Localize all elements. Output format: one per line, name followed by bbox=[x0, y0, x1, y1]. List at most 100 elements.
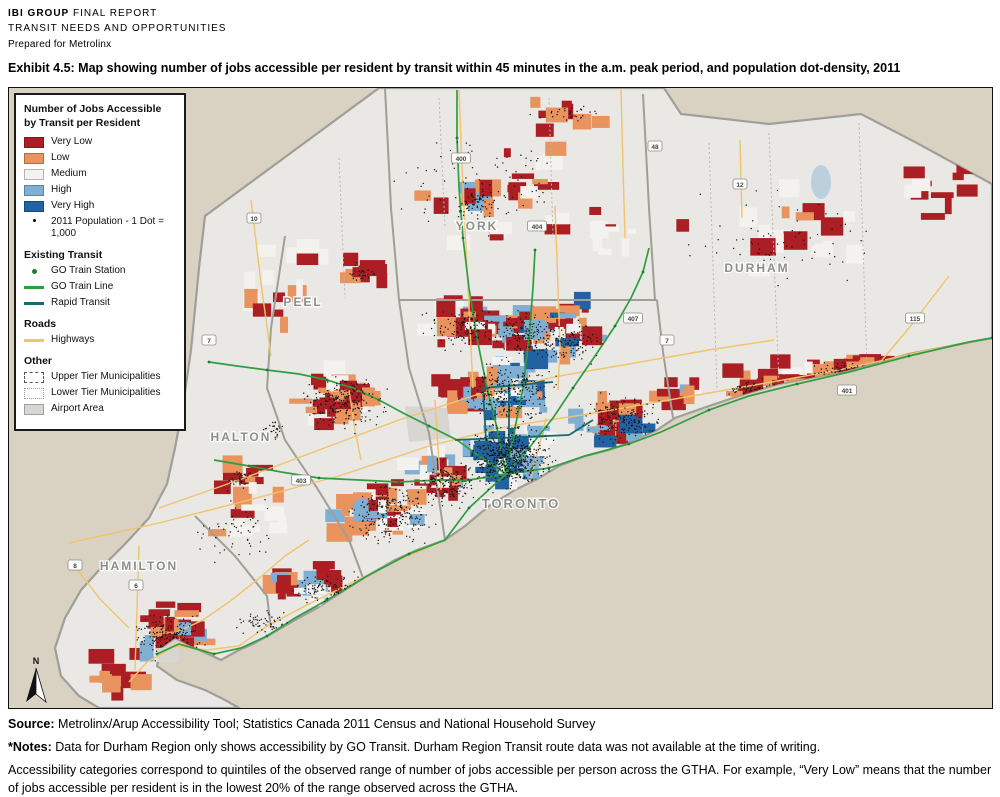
legend-item-very-low: Very Low bbox=[24, 136, 176, 148]
region-label: PEEL bbox=[283, 295, 322, 309]
exhibit-title: Exhibit 4.5: Map showing number of jobs … bbox=[8, 61, 901, 75]
highway-shield bbox=[246, 212, 262, 224]
region-labels: PEEL YORK DURHAM HALTON TORONTO HAMILTON bbox=[99, 218, 789, 575]
highway-shield bbox=[527, 220, 547, 232]
legend-item-high: High bbox=[24, 184, 176, 196]
legend-item-go-station: GO Train Station bbox=[24, 265, 176, 277]
notes-line: *Notes: Data for Durham Region only show… bbox=[8, 738, 992, 756]
legend-label: GO Train Line bbox=[51, 281, 114, 293]
legend-item-lower-tier: Lower Tier Municipalities bbox=[24, 387, 176, 399]
very-low-swatch bbox=[24, 136, 44, 148]
highway-shield bbox=[291, 474, 311, 486]
notes-text: Data for Durham Region only shows access… bbox=[55, 740, 821, 755]
low-swatch bbox=[24, 152, 44, 164]
legend-item-population-dot: 2011 Population - 1 Dot = 1,000 bbox=[24, 216, 176, 240]
highway-shield-number: 115 bbox=[910, 316, 921, 323]
legend-label: High bbox=[51, 184, 72, 196]
region-label: HALTON bbox=[211, 430, 272, 444]
legend-label: Very High bbox=[51, 200, 95, 212]
highway-shield-number: 403 bbox=[296, 478, 307, 485]
highway-shield-number: 12 bbox=[736, 182, 744, 189]
report-subtitle: TRANSIT NEEDS AND OPPORTUNITIES bbox=[8, 22, 227, 34]
legend-item-airport: Airport Area bbox=[24, 403, 176, 415]
lower-tier-icon bbox=[24, 387, 44, 399]
highway-shield bbox=[201, 334, 217, 346]
north-arrow-right bbox=[35, 667, 47, 704]
legend-label: GO Train Station bbox=[51, 265, 126, 277]
go-train-stations bbox=[155, 136, 994, 656]
notes-line-2: Accessibility categories correspond to q… bbox=[8, 763, 992, 796]
medium-swatch bbox=[24, 168, 44, 180]
highway-line-icon bbox=[24, 338, 44, 342]
go-line-icon bbox=[24, 285, 44, 289]
legend-label: Very Low bbox=[51, 136, 93, 148]
report-type: FINAL REPORT bbox=[73, 8, 158, 19]
legend-item-upper-tier: Upper Tier Municipalities bbox=[24, 371, 176, 383]
go-train-lines bbox=[156, 90, 993, 655]
upper-tier-boundaries bbox=[194, 87, 674, 629]
highway-shield-number: 8 bbox=[73, 563, 77, 570]
highway-shield bbox=[623, 312, 643, 324]
region-label: YORK bbox=[456, 219, 499, 233]
go-station-icon bbox=[31, 268, 37, 274]
highway-shield-number: 7 bbox=[207, 338, 211, 345]
legend-label: Rapid Transit bbox=[51, 297, 110, 309]
highway-shield bbox=[837, 384, 857, 396]
legend-label: Medium bbox=[51, 168, 87, 180]
high-swatch bbox=[24, 184, 44, 196]
highway-shield-number: 48 bbox=[651, 144, 659, 151]
population-dot-icon bbox=[32, 219, 36, 223]
prepared-for: Prepared for Metrolinx bbox=[8, 39, 112, 50]
legend-label: Airport Area bbox=[51, 403, 104, 415]
map-frame: 400 404 48 12 10 7 407 401 403 6 8 115 7 PEEL YORK DUR… bbox=[8, 86, 994, 710]
region-label: TORONTO bbox=[482, 496, 561, 511]
notes-label: *Notes: bbox=[8, 740, 52, 755]
legend-item-medium: Medium bbox=[24, 168, 176, 180]
legend-item-go-line: GO Train Line bbox=[24, 281, 176, 293]
legend-label: Upper Tier Municipalities bbox=[51, 371, 161, 383]
lower-tier-boundaries bbox=[338, 97, 868, 389]
highway-shield bbox=[647, 140, 663, 152]
very-high-swatch bbox=[24, 200, 44, 212]
legend-item-very-high: Very High bbox=[24, 200, 176, 212]
highway-shield-number: 400 bbox=[456, 156, 467, 163]
legend-jobs-title: Number of Jobs Accessible by Transit per… bbox=[24, 103, 162, 129]
legend-other-title: Other bbox=[24, 355, 53, 368]
highway-shield bbox=[451, 152, 471, 164]
highway-lines bbox=[68, 89, 993, 683]
org-name: IBI GROUP bbox=[8, 8, 70, 19]
legend-item-rapid-transit: Rapid Transit bbox=[24, 297, 176, 309]
upper-tier-icon bbox=[24, 371, 44, 383]
pearson-airport-area bbox=[405, 406, 451, 442]
legend-label: Highways bbox=[51, 334, 95, 346]
highway-shield-number: 6 bbox=[134, 583, 138, 590]
legend-label: 2011 Population - 1 Dot = 1,000 bbox=[51, 216, 164, 240]
highway-shields: 400 404 48 12 10 7 407 401 403 6 8 115 7 bbox=[67, 140, 925, 591]
highway-shield bbox=[659, 334, 675, 346]
north-arrow: N bbox=[26, 656, 47, 704]
airport-area-icon bbox=[24, 403, 44, 415]
highway-shield-number: 10 bbox=[250, 216, 258, 223]
north-label: N bbox=[33, 656, 40, 666]
legend-label: Low bbox=[51, 152, 70, 164]
region-label: DURHAM bbox=[724, 261, 789, 275]
highway-shield bbox=[732, 178, 748, 190]
source-line: Source: Metrolinx/Arup Accessibility Too… bbox=[8, 715, 992, 733]
footer-notes: Source: Metrolinx/Arup Accessibility Too… bbox=[8, 715, 992, 797]
gtha-accessibility-map: 400 404 48 12 10 7 407 401 403 6 8 115 7 PEEL YORK DUR… bbox=[9, 86, 994, 710]
legend-roads-title: Roads bbox=[24, 318, 57, 331]
highway-shield bbox=[128, 579, 144, 591]
report-header: IBI GROUP FINAL REPORT TRANSIT NEEDS AND… bbox=[8, 7, 226, 53]
legend-transit-title: Existing Transit bbox=[24, 249, 103, 262]
highway-shield-number: 407 bbox=[628, 316, 639, 323]
source-text: Metrolinx/Arup Accessibility Tool; Stati… bbox=[58, 717, 596, 731]
legend-label: Lower Tier Municipalities bbox=[51, 387, 161, 399]
highway-shield bbox=[67, 559, 83, 571]
source-label: Source: bbox=[8, 717, 55, 731]
rapid-transit-icon bbox=[24, 301, 44, 305]
legend-item-low: Low bbox=[24, 152, 176, 164]
map-legend: Number of Jobs Accessible by Transit per… bbox=[14, 93, 186, 432]
report-org-line: IBI GROUP FINAL REPORT bbox=[8, 7, 226, 22]
north-arrow-left bbox=[26, 668, 36, 702]
